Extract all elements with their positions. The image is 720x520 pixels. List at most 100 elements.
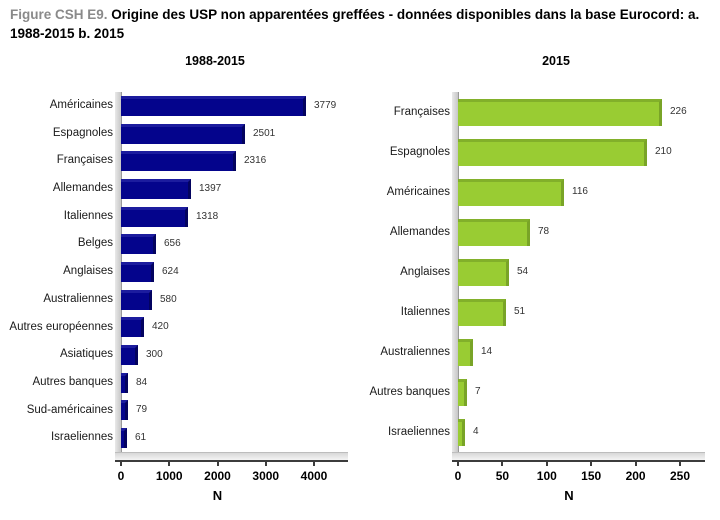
bar bbox=[121, 206, 188, 227]
x-tick-label: 0 bbox=[454, 469, 462, 483]
bar bbox=[458, 338, 473, 366]
x-axis-title: N bbox=[212, 488, 223, 503]
category-label: Italiennes bbox=[400, 306, 450, 318]
x-axis-line bbox=[115, 460, 348, 462]
x-axis-tick bbox=[545, 460, 548, 466]
category-label: Australiennes bbox=[43, 292, 113, 305]
category-label: Françaises bbox=[393, 106, 450, 118]
value-label: 51 bbox=[514, 306, 526, 317]
x-tick-label: 100 bbox=[536, 469, 557, 483]
value-label: 7 bbox=[475, 386, 481, 397]
bar bbox=[458, 418, 465, 446]
x-axis-tick bbox=[679, 460, 681, 466]
category-label: Allemandes bbox=[52, 182, 113, 195]
category-label: Sud-américaines bbox=[26, 403, 113, 416]
chart-2015: 2015 Françaises 226 Espagnoles 210 Américaine… bbox=[360, 54, 720, 503]
category-label: Françaises bbox=[56, 154, 113, 167]
bar bbox=[121, 178, 191, 199]
figure-title: Figure CSH E9. Origine des USP non appar… bbox=[10, 6, 704, 44]
value-label: 14 bbox=[481, 346, 493, 357]
x-tick-label: 4000 bbox=[300, 469, 328, 483]
x-axis-tick bbox=[168, 460, 171, 466]
value-label: 226 bbox=[670, 106, 687, 117]
x-axis-tick bbox=[457, 460, 459, 466]
x-tick-label: 2000 bbox=[204, 469, 231, 483]
x-axis-tick bbox=[264, 460, 267, 466]
value-label: 624 bbox=[162, 266, 179, 277]
value-label: 210 bbox=[655, 146, 672, 157]
bar bbox=[121, 400, 128, 421]
chart-subtitle: 2015 bbox=[542, 54, 570, 68]
bar bbox=[458, 218, 530, 246]
x-axis-title: N bbox=[564, 488, 574, 503]
value-label: 84 bbox=[136, 376, 148, 388]
figure-number-label: Figure CSH E9. bbox=[10, 7, 108, 22]
bar bbox=[121, 345, 138, 366]
bar bbox=[458, 178, 564, 206]
value-label: 1318 bbox=[196, 210, 219, 222]
bar bbox=[121, 123, 245, 144]
x-tick-label: 200 bbox=[625, 469, 646, 483]
category-label: Autres banques bbox=[369, 386, 450, 398]
x-tick-label: 1000 bbox=[155, 469, 183, 483]
category-label: Autres européennes bbox=[9, 320, 113, 333]
category-label: Allemandes bbox=[389, 226, 450, 238]
x-axis-tick bbox=[313, 460, 315, 466]
category-label: Asiatiques bbox=[59, 348, 113, 361]
category-label: Espagnoles bbox=[389, 146, 450, 158]
bar bbox=[121, 372, 128, 393]
category-label: Autres banques bbox=[32, 375, 113, 388]
value-label: 79 bbox=[136, 404, 148, 416]
category-label: Israeliennes bbox=[50, 431, 113, 444]
category-label: Américaines bbox=[49, 99, 113, 111]
value-label: 2316 bbox=[244, 155, 267, 167]
bar bbox=[121, 151, 236, 172]
bar bbox=[458, 298, 506, 326]
category-label: Anglaises bbox=[63, 265, 113, 278]
bar bbox=[458, 378, 467, 406]
value-label: 580 bbox=[160, 293, 177, 305]
bar bbox=[121, 262, 154, 282]
x-axis-tick bbox=[634, 460, 637, 466]
figure-title-text: Origine des USP non apparentées greffées… bbox=[10, 7, 700, 41]
x-tick-label: 3000 bbox=[252, 469, 280, 483]
x-axis-tick bbox=[120, 460, 122, 466]
category-label: Espagnoles bbox=[52, 126, 113, 139]
bar bbox=[121, 317, 144, 338]
chart-1988-2015: 1988-2015 Américaines 3779 Espagnoles 2501 Fr… bbox=[0, 54, 360, 503]
category-label: Anglaises bbox=[400, 266, 450, 278]
value-label: 420 bbox=[152, 321, 169, 333]
category-label: Italiennes bbox=[63, 209, 113, 222]
x-axis-tick bbox=[501, 460, 504, 466]
bar bbox=[121, 234, 156, 255]
value-label: 78 bbox=[538, 226, 550, 237]
category-label: Américaines bbox=[386, 186, 450, 198]
value-label: 1397 bbox=[199, 182, 222, 194]
value-label: 3779 bbox=[314, 99, 337, 111]
value-label: 61 bbox=[135, 432, 147, 444]
x-tick-label: 150 bbox=[581, 469, 602, 483]
x-tick-label: 0 bbox=[117, 469, 125, 483]
bar bbox=[121, 95, 306, 116]
value-label: 116 bbox=[572, 186, 588, 197]
bar bbox=[121, 289, 152, 310]
category-label: Australiennes bbox=[380, 346, 450, 358]
category-label: Belges bbox=[77, 237, 113, 250]
value-label: 2501 bbox=[253, 127, 276, 139]
bar bbox=[458, 138, 647, 166]
x-tick-label: 250 bbox=[669, 469, 691, 483]
value-label: 54 bbox=[517, 266, 529, 277]
x-axis-line bbox=[452, 460, 705, 462]
value-label: 4 bbox=[473, 426, 479, 437]
bar bbox=[458, 98, 662, 126]
x-axis-tick bbox=[216, 460, 219, 466]
x-axis-tick bbox=[590, 460, 593, 466]
bar bbox=[121, 428, 127, 449]
value-label: 300 bbox=[146, 349, 163, 361]
value-label: 656 bbox=[164, 238, 181, 250]
category-label: Israeliennes bbox=[387, 426, 450, 438]
x-tick-label: 50 bbox=[495, 469, 510, 483]
bar bbox=[458, 258, 509, 286]
chart-subtitle: 1988-2015 bbox=[185, 54, 245, 68]
